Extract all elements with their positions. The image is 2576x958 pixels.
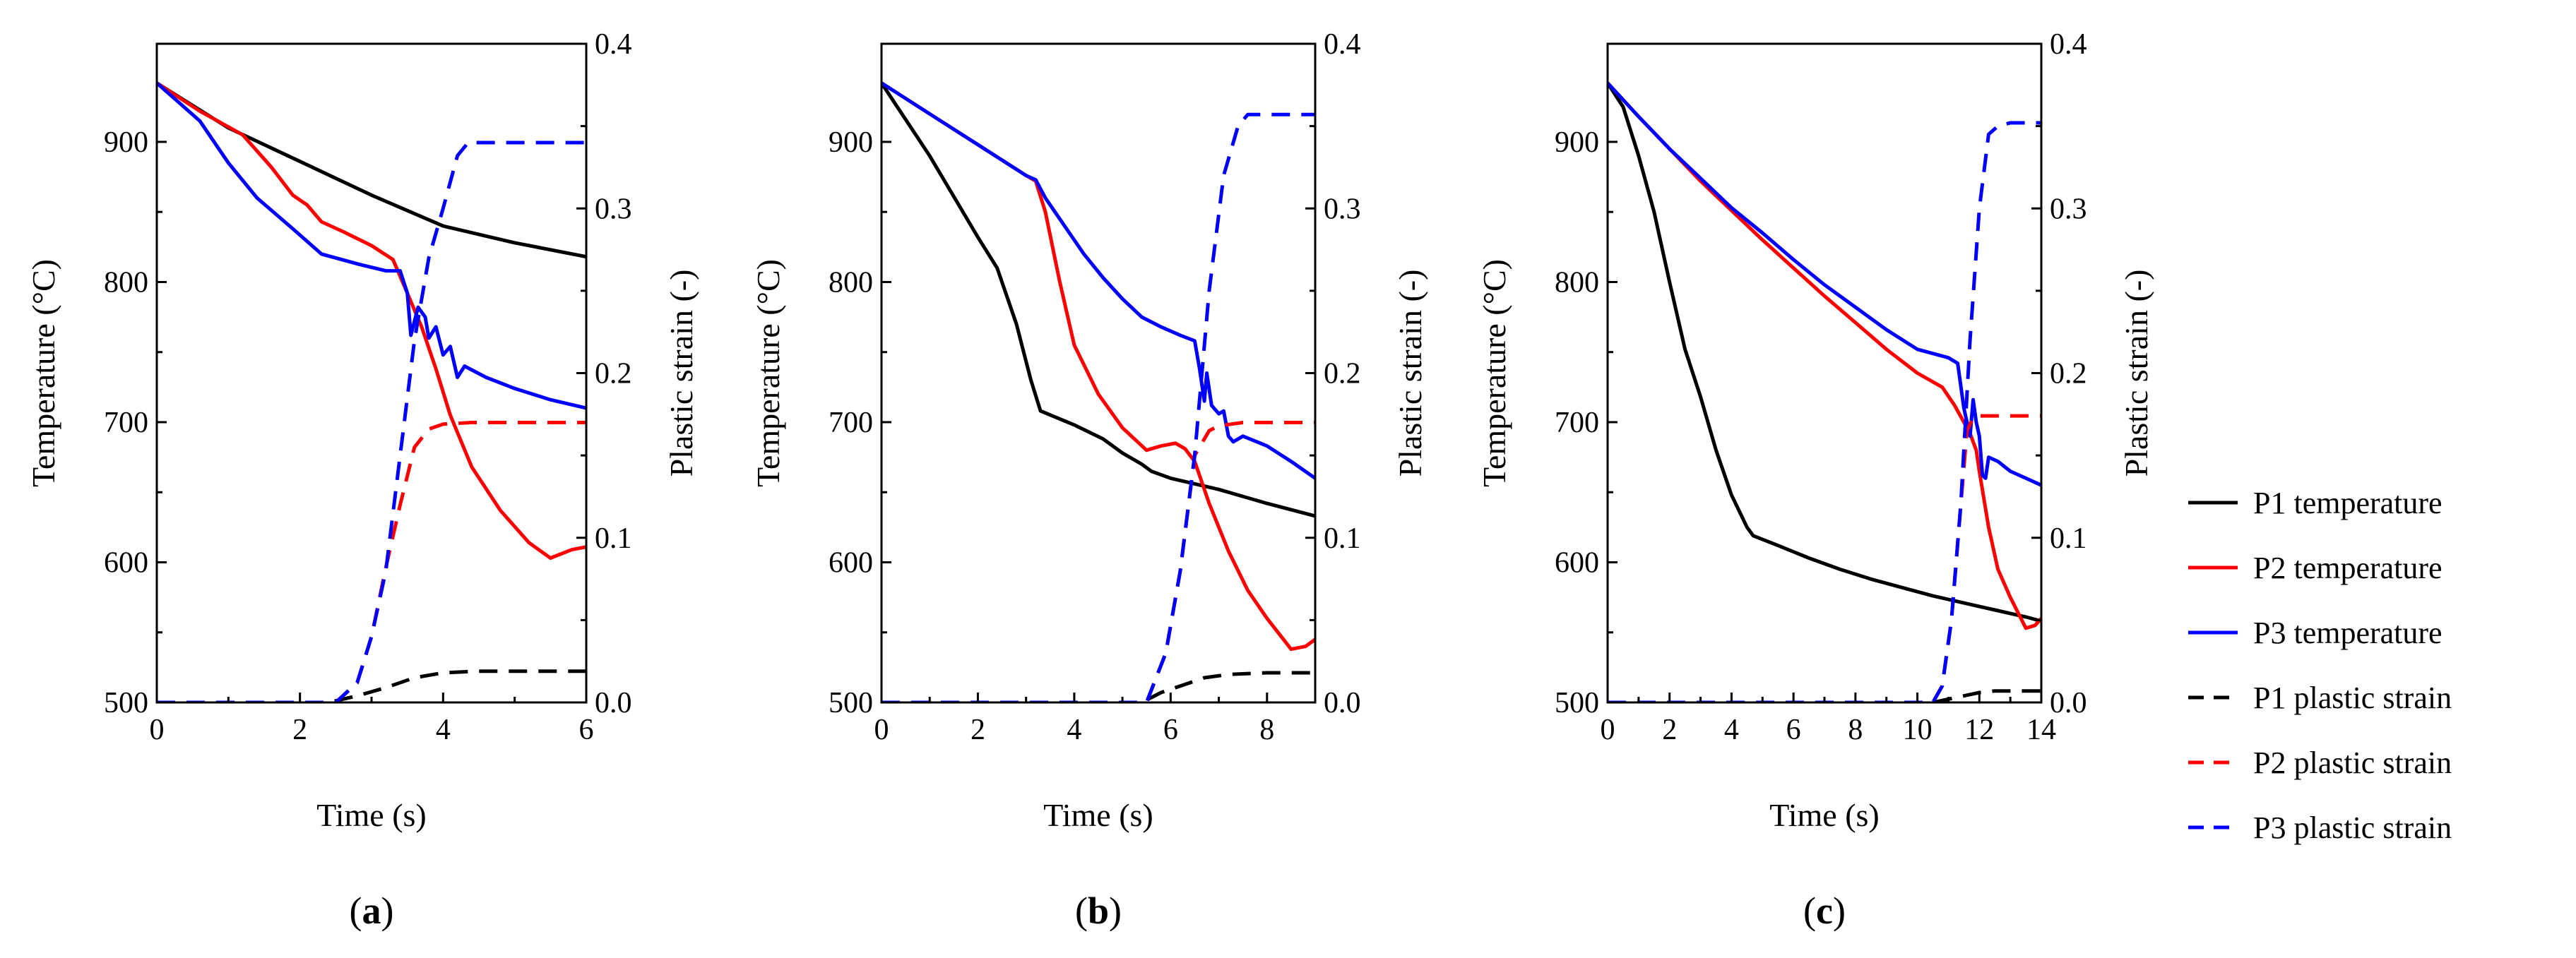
- x-tick-label: 0: [1601, 714, 1615, 746]
- y-tick-label: 800: [829, 266, 873, 299]
- y2-tick-label: 0.0: [1324, 687, 1361, 719]
- y2-tick-label: 0.1: [2050, 522, 2087, 555]
- y-tick-label: 900: [104, 126, 148, 159]
- legend-label: P1 plastic strain: [2253, 681, 2452, 715]
- y-tick-label: 500: [104, 687, 148, 719]
- panel-a-chart: 0 2 4 6 500 600 700 800 900 0.0 0.1 0.2 0.3 0.4 Time (…: [25, 28, 699, 932]
- x-tick-label: 6: [579, 714, 594, 746]
- x-tick-label: 2: [971, 714, 985, 746]
- series-line-p2-plastic-strain: [157, 421, 586, 702]
- y2-axis-title: Plastic strain (-): [663, 270, 699, 477]
- series-group: [157, 81, 586, 702]
- y2-tick-label: 0.3: [2050, 193, 2087, 225]
- x-tick-label: 6: [1163, 714, 1178, 746]
- y-tick-label: 900: [829, 126, 873, 159]
- series-line-p1-plastic-strain: [882, 671, 1315, 702]
- series-group: [1608, 81, 2041, 702]
- panel-label: (c): [1803, 890, 1846, 932]
- series-line-p3-plastic-strain: [882, 112, 1315, 702]
- x-tick-label: 2: [1662, 714, 1677, 746]
- series-line-p3-plastic-strain: [157, 140, 586, 702]
- y-axis-title: Temperature (°C): [1476, 259, 1512, 487]
- panel-label: (a): [350, 890, 394, 932]
- x-axis-title: Time (s): [316, 797, 427, 833]
- y2-tick-label: 0.2: [595, 358, 632, 390]
- legend-label: P1 temperature: [2253, 486, 2443, 520]
- y2-axis-title: Plastic strain (-): [1392, 270, 1428, 477]
- y2-tick-label: 0.1: [595, 522, 632, 555]
- y2-tick-label: 0.0: [2050, 687, 2087, 719]
- y2-tick-label: 0.3: [595, 193, 632, 225]
- legend: P1 temperature P2 temperature P3 temperatu…: [2188, 486, 2452, 845]
- series-line-p3-plastic-strain: [1608, 121, 2041, 702]
- y-tick-label: 700: [829, 407, 873, 439]
- x-tick-label: 2: [292, 714, 307, 746]
- y2-tick-label: 0.1: [1324, 522, 1361, 555]
- y2-axis-title: Plastic strain (-): [2118, 270, 2154, 477]
- y-tick-label: 500: [829, 687, 873, 719]
- panel-c-chart: 0 2 4 6 8 10 12 14 500 600 700 800 900 0.0 0.1 0.2 0.3 0.…: [1476, 28, 2154, 932]
- x-tick-label: 4: [436, 714, 451, 746]
- y2-tick-label: 0.4: [1324, 28, 1361, 61]
- y2-tick-label: 0.2: [2050, 358, 2087, 390]
- x-tick-label: 12: [1964, 714, 1994, 746]
- x-tick-label: 8: [1259, 714, 1274, 746]
- y2-tick-label: 0.2: [1324, 358, 1361, 390]
- legend-label: P2 temperature: [2253, 551, 2443, 585]
- x-tick-label: 0: [874, 714, 889, 746]
- y-tick-label: 600: [104, 546, 148, 579]
- y-axis-title: Temperature (°C): [750, 259, 786, 487]
- y2-tick-label: 0.4: [2050, 28, 2087, 61]
- series-line-p1-temperature: [882, 82, 1315, 518]
- y2-tick-label: 0.4: [595, 28, 632, 61]
- legend-label: P2 plastic strain: [2253, 746, 2452, 780]
- x-tick-label: 4: [1067, 714, 1081, 746]
- x-tick-label: 4: [1724, 714, 1739, 746]
- y-tick-label: 500: [1555, 687, 1599, 719]
- y2-tick-label: 0.0: [595, 687, 632, 719]
- x-tick-label: 8: [1848, 714, 1863, 746]
- y-axis-title: Temperature (°C): [25, 259, 61, 487]
- panel-b-chart: 0 2 4 6 8 500 600 700 800 900 0.0 0.1 0.2 0.3 0.4 Time …: [750, 28, 1428, 932]
- series-line-p3-temperature: [157, 81, 586, 410]
- x-axis-title: Time (s): [1769, 797, 1880, 833]
- y-tick-label: 700: [104, 407, 148, 439]
- legend-label: P3 plastic strain: [2253, 810, 2452, 845]
- x-tick-label: 6: [1786, 714, 1801, 746]
- y-tick-label: 700: [1555, 407, 1599, 439]
- series-group: [882, 81, 1315, 702]
- x-tick-label: 0: [150, 714, 165, 746]
- panel-label: (b): [1075, 890, 1122, 932]
- y-tick-label: 900: [1555, 126, 1599, 159]
- legend-label: P3 temperature: [2253, 616, 2443, 650]
- y-tick-label: 800: [104, 266, 148, 299]
- x-tick-label: 10: [1903, 714, 1933, 746]
- y-tick-label: 800: [1555, 266, 1599, 299]
- series-line-p3-temperature: [1608, 81, 2041, 487]
- series-line-p2-temperature: [1608, 81, 2041, 630]
- x-axis-title: Time (s): [1043, 797, 1153, 833]
- y2-tick-label: 0.3: [1324, 193, 1361, 225]
- y-tick-label: 600: [1555, 546, 1599, 579]
- series-line-p3-temperature: [882, 81, 1315, 480]
- x-tick-label: 14: [2026, 714, 2056, 746]
- y-tick-label: 600: [829, 546, 873, 579]
